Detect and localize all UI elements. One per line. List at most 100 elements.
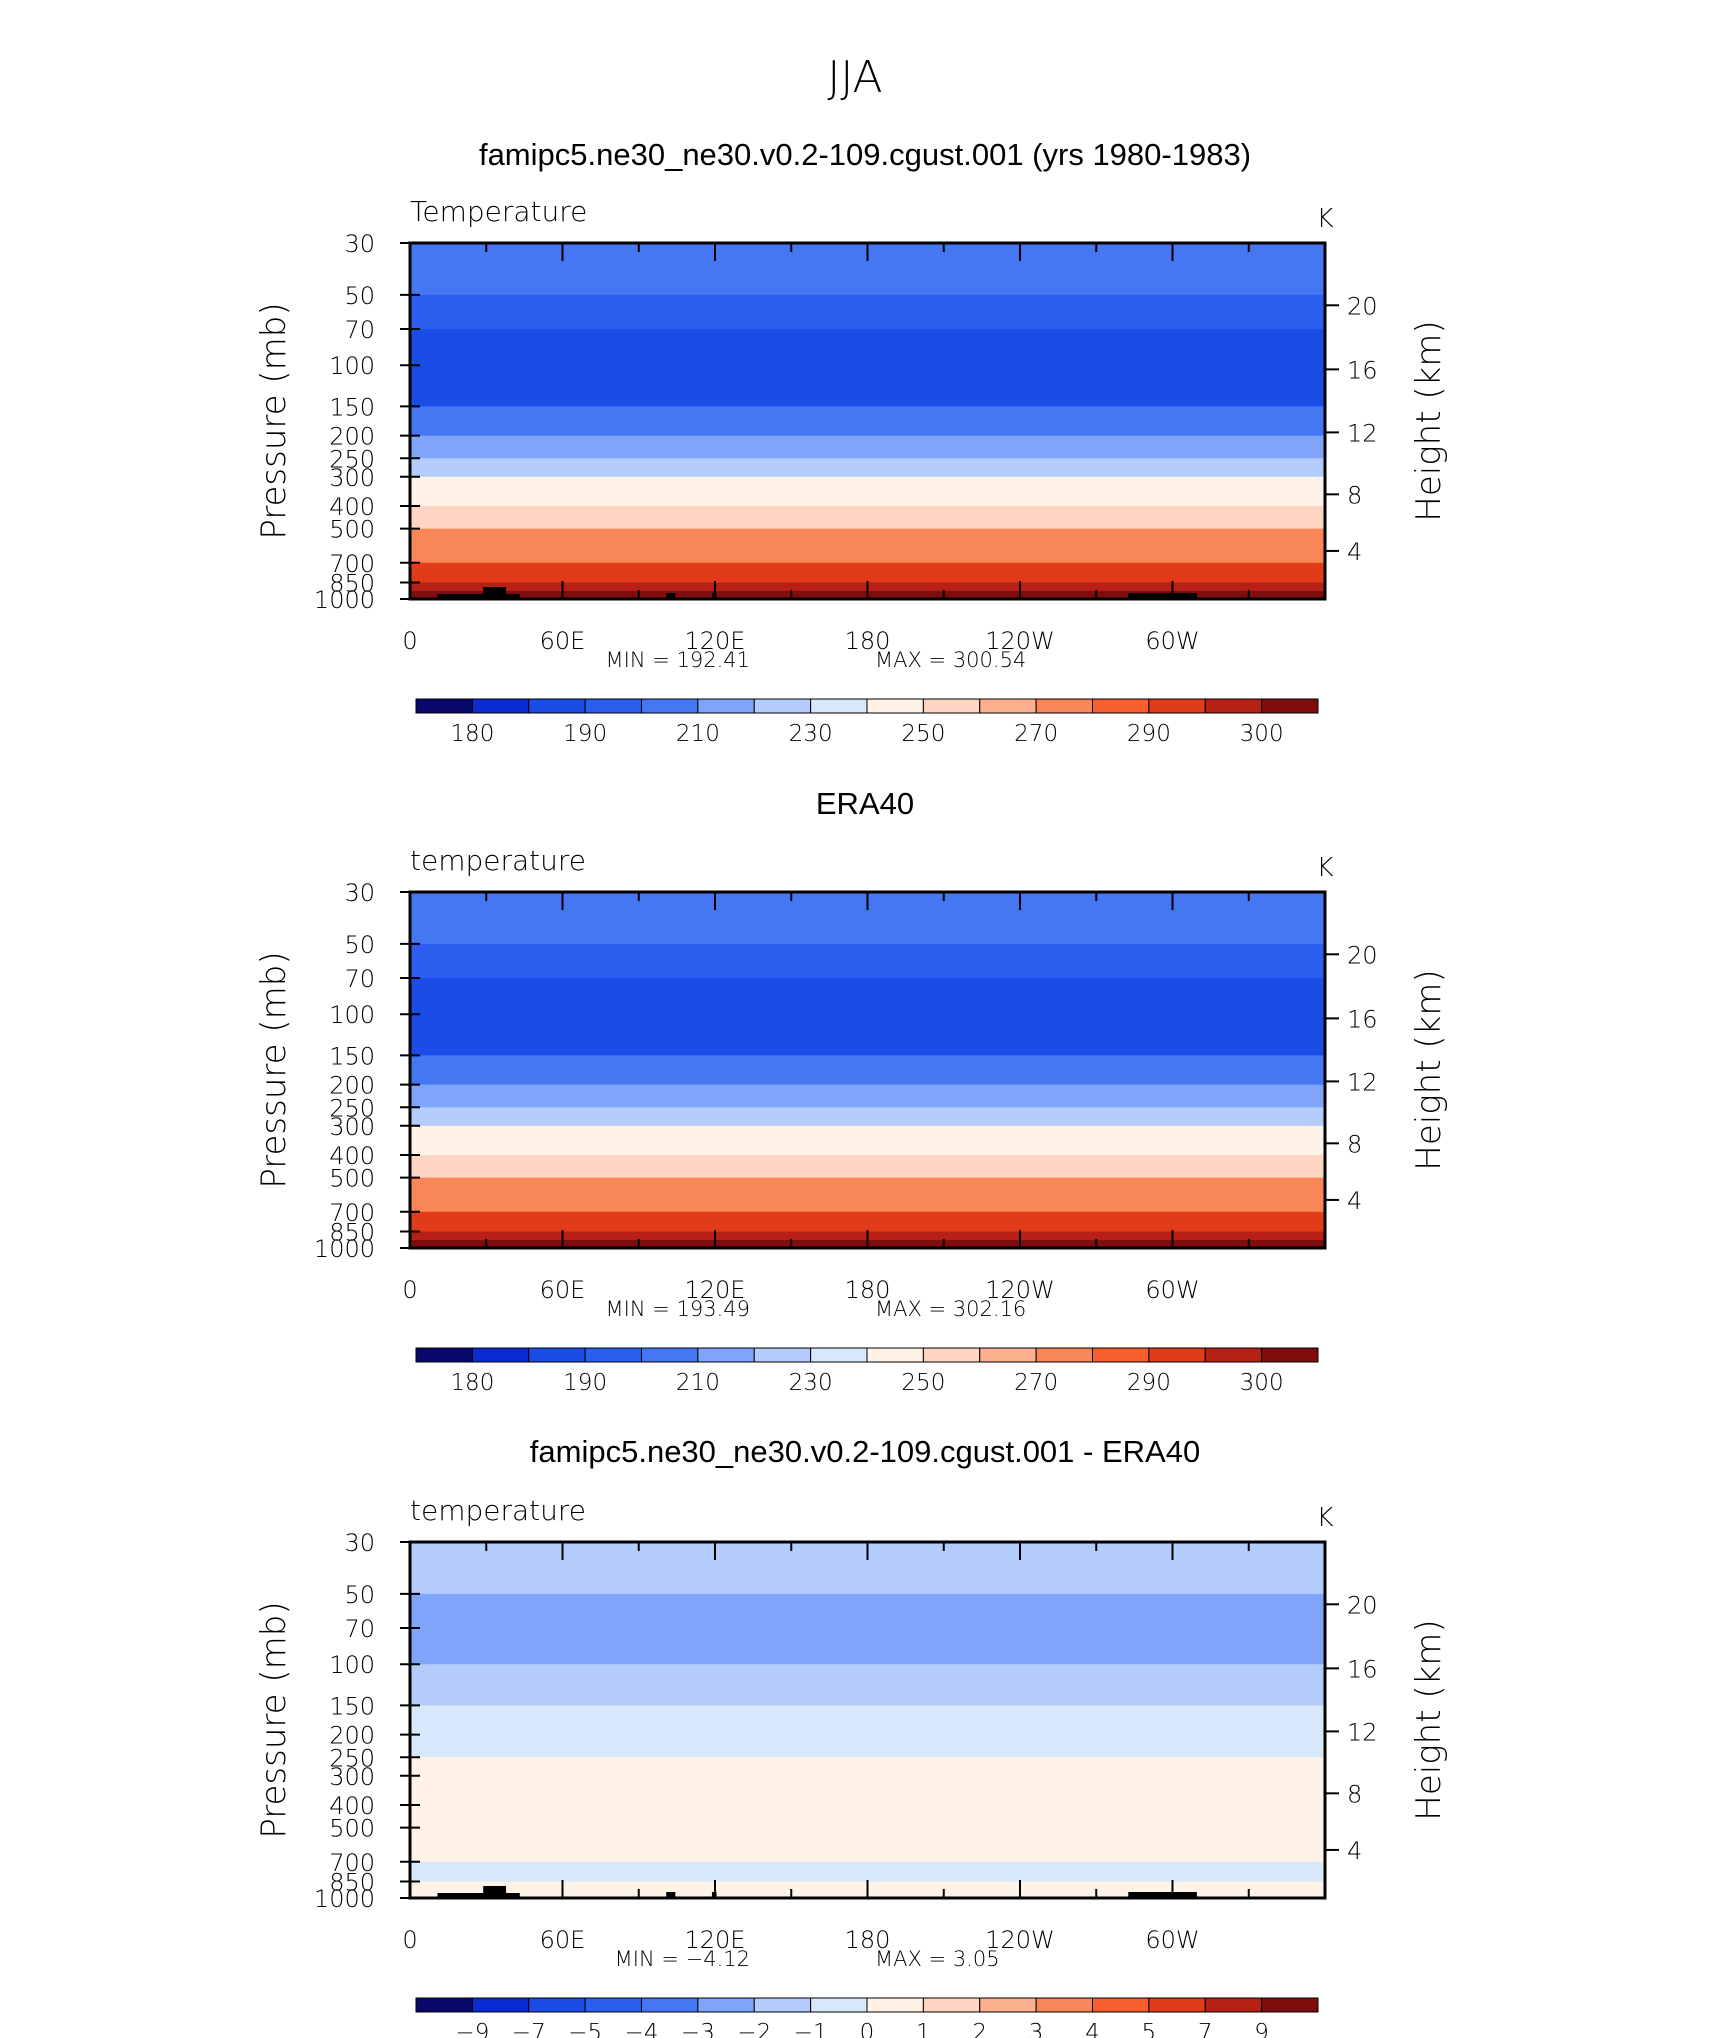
x-tick-label: 180 bbox=[845, 1276, 891, 1304]
y2-tick-label: 4 bbox=[1347, 1837, 1362, 1865]
units-label: K bbox=[1316, 853, 1333, 883]
colorbar-swatch bbox=[584, 1997, 642, 2013]
colorbar-swatch bbox=[1035, 698, 1093, 714]
contour-band bbox=[410, 1757, 1325, 1777]
colorbar-swatch bbox=[528, 698, 586, 714]
topography bbox=[437, 1893, 520, 1898]
x-tick-label: 0 bbox=[402, 1926, 417, 1954]
colorbar-swatch bbox=[1261, 1997, 1319, 2013]
y2-tick-label: 4 bbox=[1347, 1187, 1362, 1215]
stats-max: MAX = 302.16 bbox=[875, 1297, 1026, 1321]
colorbar-swatch bbox=[922, 1347, 981, 1363]
colorbar-swatch bbox=[810, 1347, 868, 1363]
contour-band bbox=[410, 505, 1325, 530]
contour-band bbox=[410, 943, 1325, 979]
colorbar-label: 190 bbox=[563, 721, 607, 747]
colorbar-label: 290 bbox=[1127, 721, 1171, 747]
colorbar-label: 290 bbox=[1127, 1370, 1171, 1396]
contour-band bbox=[410, 1827, 1325, 1863]
topography bbox=[483, 1886, 507, 1898]
colorbar-label: −1 bbox=[794, 2020, 828, 2038]
colorbar-label: 270 bbox=[1014, 721, 1058, 747]
colorbar-label: 230 bbox=[789, 1370, 833, 1396]
colorbar-swatch bbox=[584, 1347, 642, 1363]
colorbar-swatch bbox=[1261, 1347, 1319, 1363]
y-tick-label: 300 bbox=[329, 1763, 375, 1791]
colorbar-label: 180 bbox=[450, 1370, 494, 1396]
y2-tick-label: 16 bbox=[1347, 356, 1378, 384]
y-tick-label: 50 bbox=[344, 1581, 375, 1609]
contour-band bbox=[410, 458, 1325, 478]
colorbar-label: 210 bbox=[676, 1370, 720, 1396]
colorbar-swatch bbox=[697, 698, 755, 714]
y-tick-label: 30 bbox=[344, 230, 375, 258]
colorbar-swatch bbox=[1261, 698, 1319, 714]
y-tick-label: 850 bbox=[329, 1219, 375, 1247]
x-tick-label: 60E bbox=[540, 627, 586, 655]
colorbar-label: −9 bbox=[455, 2020, 489, 2038]
colorbar-swatch bbox=[753, 1347, 812, 1363]
y-tick-label: 150 bbox=[329, 393, 375, 421]
y-tick-label: 200 bbox=[329, 1722, 375, 1750]
colorbar-label: 4 bbox=[1085, 2020, 1100, 2038]
colorbar-label: 2 bbox=[972, 2020, 987, 2038]
colorbar-swatch bbox=[1148, 1997, 1206, 2013]
colorbar-swatch bbox=[697, 1347, 755, 1363]
y-tick-label: 100 bbox=[329, 352, 375, 380]
colorbar-swatch bbox=[922, 698, 981, 714]
colorbar-label: 180 bbox=[450, 721, 494, 747]
panel-title: ERA40 bbox=[816, 786, 914, 821]
colorbar-swatch bbox=[1204, 1997, 1263, 2013]
y-tick-label: 700 bbox=[329, 1849, 375, 1877]
topography bbox=[666, 1892, 676, 1898]
y-tick-label: 300 bbox=[329, 1113, 375, 1141]
contour-band bbox=[410, 1734, 1325, 1758]
colorbar-swatch bbox=[1092, 1347, 1150, 1363]
x-tick-label: 60E bbox=[540, 1276, 586, 1304]
panel-1: famipc5.ne30_ne30.v0.2-109.cgust.001 (yr… bbox=[254, 137, 1449, 747]
x-tick-label: 120E bbox=[685, 627, 746, 655]
y-tick-label: 100 bbox=[329, 1001, 375, 1029]
contour-band bbox=[410, 1014, 1325, 1056]
colorbar-label: 3 bbox=[1029, 2020, 1044, 2038]
topography bbox=[1128, 593, 1197, 599]
x-tick-label: 120E bbox=[685, 1276, 746, 1304]
y2-tick-label: 20 bbox=[1347, 292, 1378, 320]
colorbar-swatch bbox=[922, 1997, 981, 2013]
y-tick-label: 850 bbox=[329, 570, 375, 598]
contour-band bbox=[410, 1705, 1325, 1736]
colorbar-label: 190 bbox=[563, 1370, 607, 1396]
colorbar-label: −4 bbox=[625, 2020, 659, 2038]
colorbar-label: 9 bbox=[1254, 2020, 1269, 2038]
colorbar-label: 250 bbox=[901, 721, 945, 747]
colorbar-swatch bbox=[753, 698, 812, 714]
y-tick-label: 70 bbox=[344, 965, 375, 993]
colorbar-swatch bbox=[1204, 698, 1263, 714]
variable-label: temperature bbox=[410, 1494, 586, 1527]
contour-band bbox=[410, 1107, 1325, 1127]
colorbar-swatch bbox=[1148, 698, 1206, 714]
x-tick-label: 0 bbox=[402, 1276, 417, 1304]
contour-band bbox=[410, 978, 1325, 1015]
colorbar-swatch bbox=[979, 1347, 1037, 1363]
x-tick-label: 120E bbox=[685, 1926, 746, 1954]
stats-max: MAX = 3.05 bbox=[875, 1947, 1000, 1971]
panel-title: famipc5.ne30_ne30.v0.2-109.cgust.001 - E… bbox=[530, 1434, 1200, 1469]
y-tick-label: 150 bbox=[329, 1692, 375, 1720]
colorbar-swatch bbox=[810, 1997, 868, 2013]
topography bbox=[483, 587, 507, 599]
y-axis-label: Pressure (mb) bbox=[254, 1601, 294, 1838]
contour-band bbox=[410, 1775, 1325, 1806]
x-tick-label: 0 bbox=[402, 627, 417, 655]
y-tick-label: 200 bbox=[329, 423, 375, 451]
colorbar-swatch bbox=[866, 1347, 924, 1363]
y-tick-label: 70 bbox=[344, 1615, 375, 1643]
contour-band bbox=[410, 1055, 1325, 1086]
colorbar-swatch bbox=[1204, 1347, 1263, 1363]
x-tick-label: 180 bbox=[845, 627, 891, 655]
panel-3: famipc5.ne30_ne30.v0.2-109.cgust.001 - E… bbox=[254, 1434, 1449, 2038]
y2-tick-label: 8 bbox=[1347, 1780, 1362, 1808]
colorbar-swatch bbox=[1092, 1997, 1150, 2013]
y-tick-label: 400 bbox=[329, 493, 375, 521]
